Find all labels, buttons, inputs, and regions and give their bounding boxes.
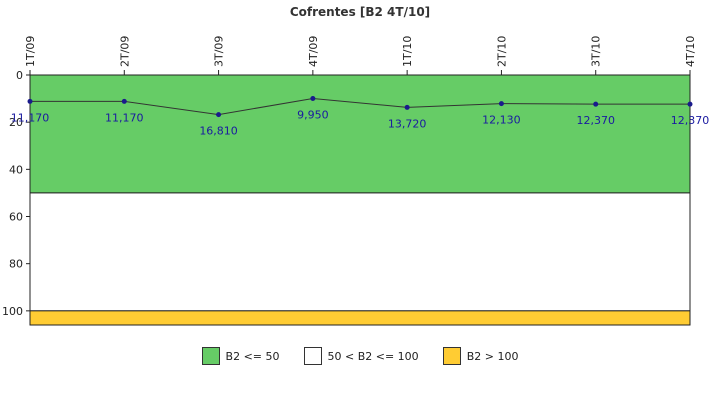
legend-swatch-mid [303,347,322,365]
band-2 [29,310,691,326]
data-label: 16,810 [199,125,238,138]
data-point [687,101,693,107]
series-line [30,97,690,116]
data-point [593,101,599,107]
chart-title: Cofrentes [B2 4T/10] [290,5,430,19]
x-axis: 1T/09 2T/09 3T/09 4T/09 1T/10 2T/10 3T/10 4T/10 [24,36,697,75]
threshold-bands [29,74,691,326]
data-point [310,95,316,101]
data-point [216,112,222,118]
data-label: 12,370 [671,114,710,127]
y-tick-label: 20 [9,116,23,129]
data-point [498,101,504,107]
y-axis: 0 20 40 60 80 100 [2,69,30,318]
x-tick-label: 3T/10 [590,36,603,67]
data-point [27,98,33,104]
y-tick-label: 80 [9,258,23,271]
data-label: 12,130 [482,114,521,127]
series-group: 11,170 11,170 16,810 9,950 13,720 12,130 12,37… [11,95,710,138]
y-tick-label: 100 [2,305,23,318]
x-tick-label: 2T/09 [118,36,131,67]
legend-label-high: B2 > 100 [466,349,519,363]
x-tick-label: 1T/09 [24,36,37,67]
data-point [121,98,127,104]
data-point [404,104,410,110]
data-label: 13,720 [388,117,427,130]
legend: B2 <= 50 50 < B2 <= 100 B2 > 100 [0,344,720,368]
data-label: 12,370 [576,114,615,127]
data-label: 11,170 [105,111,144,124]
legend-item-high: B2 > 100 [442,347,519,365]
data-label: 11,170 [11,111,50,124]
legend-swatch-low [201,347,220,365]
legend-item-low: B2 <= 50 [201,347,280,365]
plot-frame [29,74,691,326]
x-tick-label: 4T/10 [684,36,697,67]
x-tick-label: 2T/10 [495,36,508,67]
legend-label-low: B2 <= 50 [225,349,280,363]
legend-label-mid: 50 < B2 <= 100 [327,349,419,363]
data-label: 9,950 [297,108,329,121]
x-tick-label: 4T/09 [307,36,320,67]
y-tick-label: 40 [9,163,23,176]
band-1 [29,192,691,312]
legend-item-mid: 50 < B2 <= 100 [303,347,419,365]
x-tick-label: 1T/10 [401,36,414,67]
y-tick-label: 0 [16,69,23,82]
y-tick-label: 60 [9,211,23,224]
x-tick-label: 3T/09 [213,36,226,67]
legend-swatch-high [442,347,461,365]
band-0 [29,74,691,194]
